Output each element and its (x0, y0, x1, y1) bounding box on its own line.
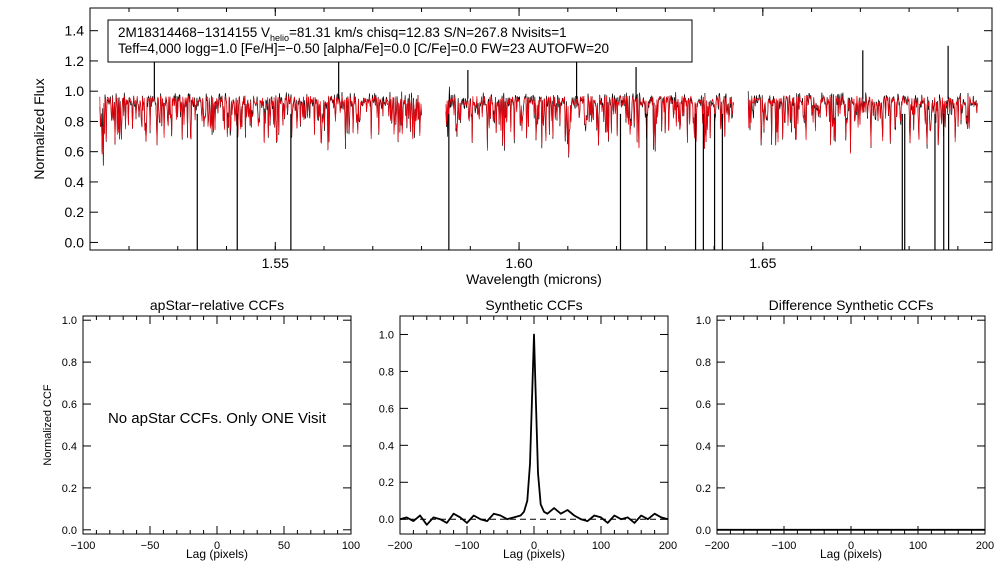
apstar-ccf-title: apStar−relative CCFs (150, 297, 284, 313)
model-spectrum-line (445, 94, 734, 156)
spectrum-ytick-label: 0.6 (65, 144, 85, 160)
synthetic-ccf-ytick-label: 0.2 (379, 477, 394, 489)
synthetic-ccf-ytick-label: 0.4 (379, 440, 394, 452)
synthetic-ccf-x-axis-label: Lag (pixels) (503, 547, 565, 561)
synthetic-ccf-ticks: −200 −100 0 100 200 0.0 0.2 0.4 0.6 0.8 1.0 (379, 316, 677, 552)
spectrum-y-axis-label: Normalized Flux (31, 78, 47, 179)
difference-ccf-ytick-label: 0.2 (696, 483, 711, 495)
spectrum-x-axis-label: Wavelength (microns) (466, 271, 602, 287)
apstar-ccf-ytick-label: 0.0 (62, 525, 77, 537)
synthetic-ccf-xtick-label: 100 (592, 540, 610, 552)
synthetic-ccf-panel: Synthetic CCFs −200 −100 0 100 200 0.0 0.2 0.4 0… (379, 297, 677, 561)
apstar-ccf-ytick-label: 1.0 (62, 315, 77, 327)
difference-ccf-xtick-label: 0 (848, 540, 854, 552)
synthetic-ccf-ytick-label: 0.0 (379, 514, 394, 526)
spectrum-xtick-label: 1.55 (262, 255, 289, 271)
apstar-ccf-ytick-label: 0.6 (62, 399, 77, 411)
difference-ccf-xtick-label: −100 (772, 540, 797, 552)
apstar-ccf-panel: apStar−relative CCFs −100 −50 0 50 100 0.0 0.2… (42, 297, 360, 561)
difference-ccf-ytick-label: 0.6 (696, 399, 711, 411)
difference-ccf-title: Difference Synthetic CCFs (769, 297, 934, 313)
difference-ccf-ytick-label: 0.8 (696, 357, 711, 369)
spectrum-ytick-label: 0.8 (65, 113, 85, 129)
synthetic-ccf-title: Synthetic CCFs (485, 297, 582, 313)
spectrum-xtick-label: 1.60 (505, 255, 532, 271)
spectrum-ytick-label: 1.2 (65, 53, 85, 69)
synthetic-ccf-xtick-label: −200 (388, 540, 413, 552)
difference-ccf-panel: Difference Synthetic CCFs −200 −100 0 100 20… (696, 297, 994, 561)
apstar-ccf-xtick-label: 0 (214, 540, 220, 552)
difference-ccf-xtick-label: −200 (705, 540, 730, 552)
info-box-line2: Teff=4,000 logg=1.0 [Fe/H]=−0.50 [alpha/… (118, 41, 609, 56)
apstar-ccf-y-axis-label: Normalized CCF (42, 384, 54, 466)
model-spectrum-line (747, 94, 978, 154)
difference-ccf-ytick-label: 0.4 (696, 441, 711, 453)
synthetic-ccf-xtick-label: 0 (531, 540, 537, 552)
spectrum-panel: 1.55 1.60 1.65 0.0 0.2 0.4 0.6 0.8 1.0 1.2 1.4 2M1… (31, 7, 993, 287)
apstar-ccf-annotation: No apStar CCFs. Only ONE Visit (108, 410, 327, 427)
apstar-ccf-xtick-label: −50 (141, 540, 160, 552)
apstar-ccf-ytick-label: 0.2 (62, 483, 77, 495)
spectrum-ytick-label: 0.0 (65, 234, 85, 250)
synthetic-ccf-series-line (399, 333, 669, 526)
difference-ccf-axes-frame (716, 315, 986, 535)
spectrum-ytick-label: 1.0 (65, 83, 85, 99)
synthetic-ccf-xtick-label: 200 (659, 540, 677, 552)
spectrum-ytick-label: 0.4 (65, 174, 85, 190)
spectrum-ytick-label: 1.4 (65, 23, 85, 39)
apstar-ccf-xtick-label: 100 (342, 540, 360, 552)
info-box-line1: 2M18314468−1314155 Vhelio=81.31 km/s chi… (118, 25, 567, 43)
difference-ccf-ytick-label: 1.0 (696, 315, 711, 327)
difference-ccf-ytick-label: 0.0 (696, 525, 711, 537)
difference-ccf-xtick-label: 200 (976, 540, 994, 552)
apstar-ccf-ytick-label: 0.8 (62, 357, 77, 369)
spectrum-xtick-label: 1.65 (749, 255, 776, 271)
synthetic-ccf-xtick-label: −100 (455, 540, 480, 552)
synthetic-ccf-ytick-label: 0.8 (379, 366, 394, 378)
apstar-ccf-ytick-label: 0.4 (62, 441, 77, 453)
apstar-ccf-xtick-label: −100 (71, 540, 96, 552)
apstar-ccf-ticks: −100 −50 0 50 100 0.0 0.2 0.4 0.6 0.8 1.0 (62, 315, 360, 552)
info-box-frame (107, 19, 693, 63)
apstar-ccf-x-axis-label: Lag (pixels) (186, 547, 248, 561)
synthetic-ccf-ytick-label: 1.0 (379, 329, 394, 341)
apstar-ccf-xtick-label: 50 (278, 540, 290, 552)
difference-ccf-x-axis-label: Lag (pixels) (820, 547, 882, 561)
spectrum-ticks: 1.55 1.60 1.65 0.0 0.2 0.4 0.6 0.8 1.0 1.2 1.4 (65, 8, 992, 271)
spectrum-axes-frame (89, 7, 993, 251)
difference-ccf-ticks: −200 −100 0 100 200 0.0 0.2 0.4 0.6 0.8 1.0 (696, 315, 994, 552)
spectrum-info-box: 2M18314468−1314155 Vhelio=81.31 km/s chi… (107, 19, 693, 63)
spectrum-plot-area (99, 39, 978, 250)
synthetic-ccf-ytick-label: 0.6 (379, 403, 394, 415)
difference-ccf-xtick-label: 100 (909, 540, 927, 552)
model-spectrum-line (99, 95, 422, 155)
spectrum-ytick-label: 0.2 (65, 204, 85, 220)
